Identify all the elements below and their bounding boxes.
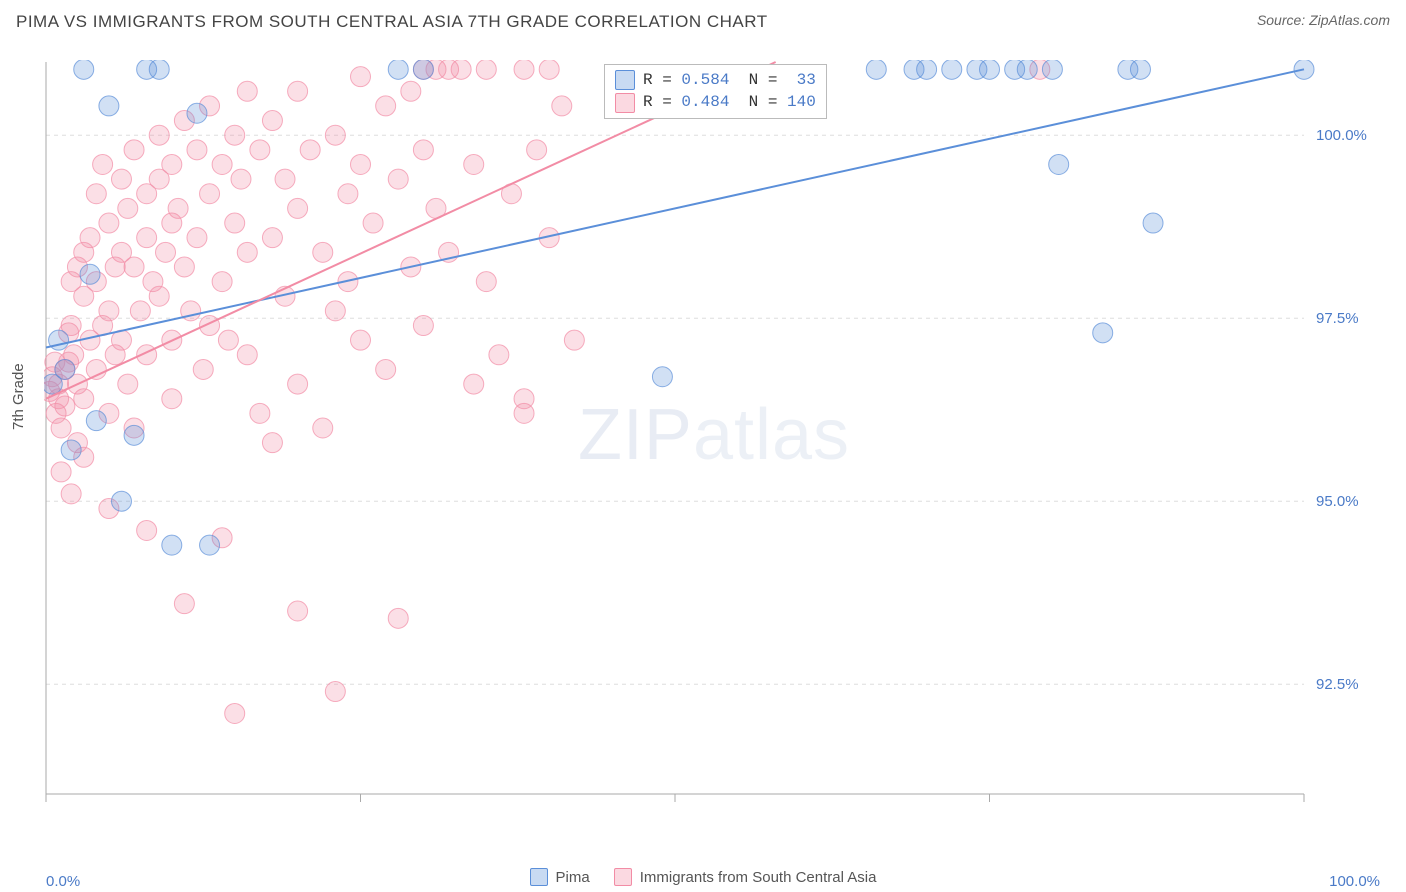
bottom-legend: 0.0% Pima Immigrants from South Central A… [0,862,1406,892]
legend-label: Immigrants from South Central Asia [640,869,877,886]
svg-text:92.5%: 92.5% [1316,676,1359,693]
stats-row: R = 0.484 N = 140 [615,91,816,113]
plot-area: 92.5%95.0%97.5%100.0% ZIPatlas R = 0.584… [44,60,1384,810]
source-attribution: Source: ZipAtlas.com [1257,12,1390,28]
scatter-plot-svg: 92.5% 95.0% 97.5% 100.0% [44,60,1384,810]
legend-swatch [530,868,548,886]
y-axis-label: 7th Grade [10,363,27,430]
correlation-stats-box: R = 0.584 N = 33R = 0.484 N = 140 [604,64,827,119]
svg-text:100.0%: 100.0% [1316,127,1367,144]
legend-swatch [614,868,632,886]
legend-label: Pima [556,869,590,886]
legend-item: Pima [530,868,590,886]
svg-text:95.0%: 95.0% [1316,493,1359,510]
stats-row: R = 0.584 N = 33 [615,69,816,91]
series-swatch [615,70,635,90]
stats-text: R = 0.484 N = 140 [643,91,816,113]
svg-text:97.5%: 97.5% [1316,310,1359,327]
chart-title: PIMA VS IMMIGRANTS FROM SOUTH CENTRAL AS… [16,12,768,32]
stats-text: R = 0.584 N = 33 [643,69,816,91]
series-swatch [615,93,635,113]
x-axis-min-label: 0.0% [46,873,80,890]
legend-item: Immigrants from South Central Asia [614,868,877,886]
x-axis-max-label: 100.0% [1329,873,1380,890]
